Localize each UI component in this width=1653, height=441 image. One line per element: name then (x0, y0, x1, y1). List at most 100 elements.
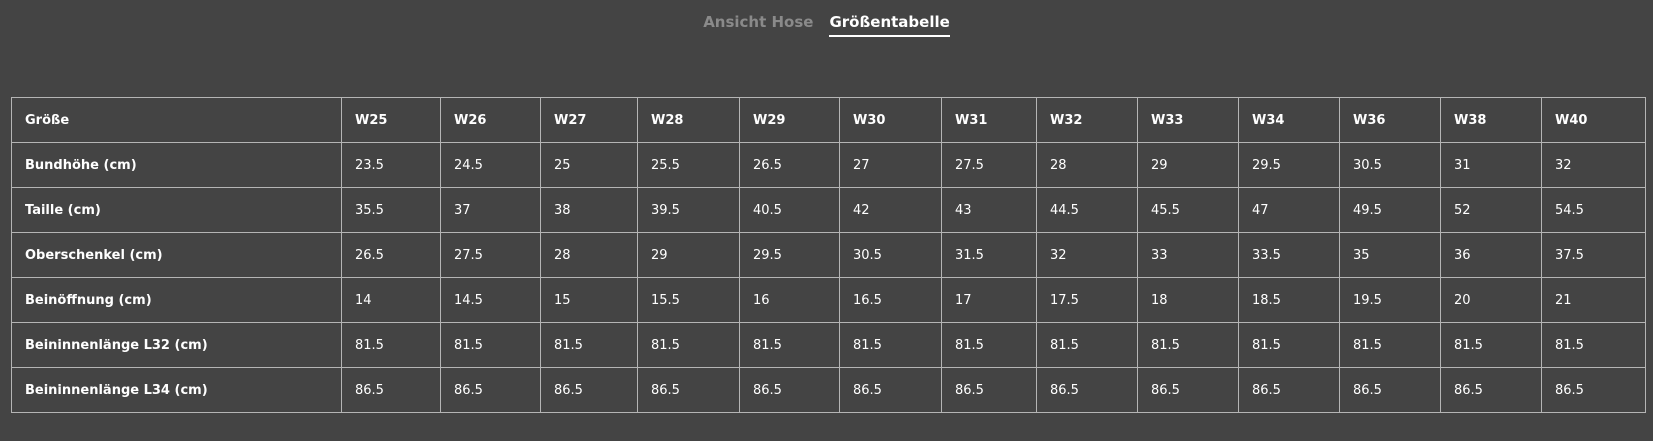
row-label: Beininnenlänge L34 (cm) (11, 367, 342, 413)
column-header: W26 (440, 97, 541, 143)
table-cell: 43 (941, 187, 1037, 233)
table-cell: 29 (637, 232, 740, 278)
table-cell: 31 (1440, 142, 1542, 188)
table-cell: 32 (1036, 232, 1138, 278)
table-cell: 33.5 (1238, 232, 1340, 278)
table-cell: 37 (440, 187, 541, 233)
table-cell: 86.5 (1238, 367, 1340, 413)
column-header: W32 (1036, 97, 1138, 143)
column-header: W33 (1137, 97, 1239, 143)
table-cell: 24.5 (440, 142, 541, 188)
table-cell: 14.5 (440, 277, 541, 323)
column-header: W28 (637, 97, 740, 143)
table-cell: 28 (540, 232, 638, 278)
table-cell: 81.5 (1137, 322, 1239, 368)
table-cell: 81.5 (1036, 322, 1138, 368)
table-cell: 16 (739, 277, 840, 323)
row-label: Beinöffnung (cm) (11, 277, 342, 323)
table-cell: 36 (1440, 232, 1542, 278)
table-cell: 21 (1541, 277, 1646, 323)
table-row: Beinöffnung (cm) 14 14.5 15 15.5 16 16.5 17 17.5… (11, 277, 1646, 323)
table-cell: 37.5 (1541, 232, 1646, 278)
table-cell: 49.5 (1339, 187, 1441, 233)
table-cell: 86.5 (637, 367, 740, 413)
table-cell: 47 (1238, 187, 1340, 233)
table-cell: 17.5 (1036, 277, 1138, 323)
table-cell: 81.5 (1339, 322, 1441, 368)
table-cell: 86.5 (839, 367, 942, 413)
table-cell: 86.5 (1541, 367, 1646, 413)
size-table: Größe W25 W26 W27 W28 W29 W30 W31 W32 W3… (11, 97, 1646, 413)
table-cell: 86.5 (1440, 367, 1542, 413)
table-cell: 35 (1339, 232, 1441, 278)
table-cell: 27.5 (941, 142, 1037, 188)
table-cell: 39.5 (637, 187, 740, 233)
table-cell: 38 (540, 187, 638, 233)
table-cell: 27.5 (440, 232, 541, 278)
table-cell: 81.5 (739, 322, 840, 368)
table-cell: 81.5 (1238, 322, 1340, 368)
table-cell: 29 (1137, 142, 1239, 188)
row-label: Taille (cm) (11, 187, 342, 233)
table-cell: 23.5 (341, 142, 441, 188)
table-cell: 31.5 (941, 232, 1037, 278)
table-cell: 86.5 (341, 367, 441, 413)
table-row: Beininnenlänge L32 (cm) 81.5 81.5 81.5 81.5 8… (11, 322, 1646, 368)
corner-label: Größe (11, 97, 342, 143)
table-cell: 81.5 (839, 322, 942, 368)
column-header: W30 (839, 97, 942, 143)
table-cell: 45.5 (1137, 187, 1239, 233)
table-cell: 25.5 (637, 142, 740, 188)
table-cell: 32 (1541, 142, 1646, 188)
table-cell: 81.5 (941, 322, 1037, 368)
table-cell: 18.5 (1238, 277, 1340, 323)
table-cell: 26.5 (739, 142, 840, 188)
table-cell: 86.5 (1339, 367, 1441, 413)
table-cell: 18 (1137, 277, 1239, 323)
column-header: W27 (540, 97, 638, 143)
table-cell: 27 (839, 142, 942, 188)
table-cell: 19.5 (1339, 277, 1441, 323)
table-cell: 86.5 (1036, 367, 1138, 413)
table-cell: 30.5 (1339, 142, 1441, 188)
table-cell: 81.5 (637, 322, 740, 368)
table-cell: 26.5 (341, 232, 441, 278)
column-header: W38 (1440, 97, 1542, 143)
table-cell: 54.5 (1541, 187, 1646, 233)
table-cell: 81.5 (1541, 322, 1646, 368)
table-cell: 86.5 (440, 367, 541, 413)
row-label: Oberschenkel (cm) (11, 232, 342, 278)
header-row: Größe W25 W26 W27 W28 W29 W30 W31 W32 W3… (11, 97, 1646, 143)
table-cell: 44.5 (1036, 187, 1138, 233)
table-cell: 30.5 (839, 232, 942, 278)
tab-groessentabelle[interactable]: Größentabelle (829, 13, 950, 37)
table-cell: 81.5 (1440, 322, 1542, 368)
table-cell: 14 (341, 277, 441, 323)
table-cell: 25 (540, 142, 638, 188)
table-cell: 81.5 (540, 322, 638, 368)
column-header: W36 (1339, 97, 1441, 143)
column-header: W31 (941, 97, 1037, 143)
table-row: Bundhöhe (cm) 23.5 24.5 25 25.5 26.5 27 27.5 28 2… (11, 142, 1646, 188)
table-cell: 42 (839, 187, 942, 233)
table-cell: 20 (1440, 277, 1542, 323)
table-cell: 81.5 (341, 322, 441, 368)
row-label: Beininnenlänge L32 (cm) (11, 322, 342, 368)
table-cell: 29.5 (1238, 142, 1340, 188)
table-cell: 52 (1440, 187, 1542, 233)
table-cell: 29.5 (739, 232, 840, 278)
table-cell: 86.5 (739, 367, 840, 413)
row-label: Bundhöhe (cm) (11, 142, 342, 188)
table-row: Taille (cm) 35.5 37 38 39.5 40.5 42 43 44.5 45.5 4… (11, 187, 1646, 233)
table-cell: 81.5 (440, 322, 541, 368)
column-header: W34 (1238, 97, 1340, 143)
tab-bar: Ansicht Hose Größentabelle (0, 0, 1653, 40)
table-cell: 40.5 (739, 187, 840, 233)
table-cell: 28 (1036, 142, 1138, 188)
tab-ansicht-hose[interactable]: Ansicht Hose (703, 13, 814, 31)
column-header: W40 (1541, 97, 1646, 143)
column-header: W25 (341, 97, 441, 143)
table-cell: 15.5 (637, 277, 740, 323)
table-cell: 86.5 (1137, 367, 1239, 413)
table-cell: 33 (1137, 232, 1239, 278)
